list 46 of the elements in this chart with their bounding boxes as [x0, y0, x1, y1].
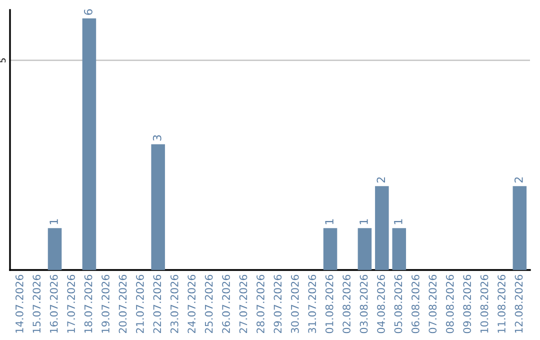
data-label: 3 — [152, 135, 162, 141]
x-tick-label: 05.08.2026 — [394, 274, 402, 334]
data-label: 2 — [514, 177, 523, 183]
data-label: 1 — [360, 219, 368, 224]
x-tick-label: 08.08.2026 — [446, 274, 454, 334]
x-tick-label: 19.07.2026 — [102, 274, 110, 333]
x-tick-label: 15.07.2026 — [32, 274, 41, 333]
bar — [323, 228, 338, 270]
data-label: 1 — [394, 219, 402, 224]
bar — [392, 228, 406, 270]
x-tick-label: 06.08.2026 — [412, 274, 420, 334]
bar — [82, 18, 96, 270]
bar — [48, 228, 62, 270]
data-label: 2 — [376, 177, 385, 183]
x-tick-label: 16.07.2026 — [50, 274, 58, 333]
x-tick-label: 21.07.2026 — [136, 274, 144, 334]
x-tick-label: 18.07.2026 — [84, 274, 92, 333]
x-tick-label: 12.08.2026 — [514, 274, 523, 333]
x-tick-label: 23.07.2026 — [170, 274, 178, 334]
x-tick-label: 11.08.2026 — [498, 274, 506, 333]
x-tick-label: 03.08.2026 — [360, 274, 368, 334]
bar — [375, 186, 389, 270]
x-tick-label: 09.08.2026 — [463, 274, 472, 334]
x-tick-label: 25.07.2026 — [204, 274, 213, 334]
x-tick-label: 30.07.2026 — [290, 274, 299, 334]
x-tick-label: 14.07.2026 — [15, 274, 24, 333]
bar — [358, 228, 372, 270]
x-tick-label: 02.08.2026 — [342, 274, 351, 334]
x-tick-label: 24.07.2026 — [188, 274, 196, 334]
x-tick-label: 29.07.2026 — [274, 274, 282, 334]
x-tick-label: 27.07.2026 — [239, 274, 248, 334]
x-tick-label: 10.08.2026 — [480, 274, 488, 333]
data-label: 6 — [84, 9, 92, 15]
x-tick-label: 28.07.2026 — [256, 274, 264, 334]
bar — [151, 144, 165, 270]
bar — [512, 186, 527, 270]
x-tick-label: 01.08.2026 — [325, 274, 334, 334]
data-label: 1 — [50, 219, 58, 224]
x-tick-label: 07.08.2026 — [428, 274, 437, 334]
x-tick-label: 20.07.2026 — [118, 274, 127, 334]
x-tick-label: 04.08.2026 — [377, 274, 385, 334]
x-tick-label: 31.07.2026 — [308, 274, 316, 334]
x-tick-label: 17.07.2026 — [67, 274, 76, 333]
data-label: 1 — [325, 219, 334, 224]
x-tick-label: 22.07.2026 — [153, 274, 162, 334]
x-tick-label: 26.07.2026 — [222, 274, 230, 334]
